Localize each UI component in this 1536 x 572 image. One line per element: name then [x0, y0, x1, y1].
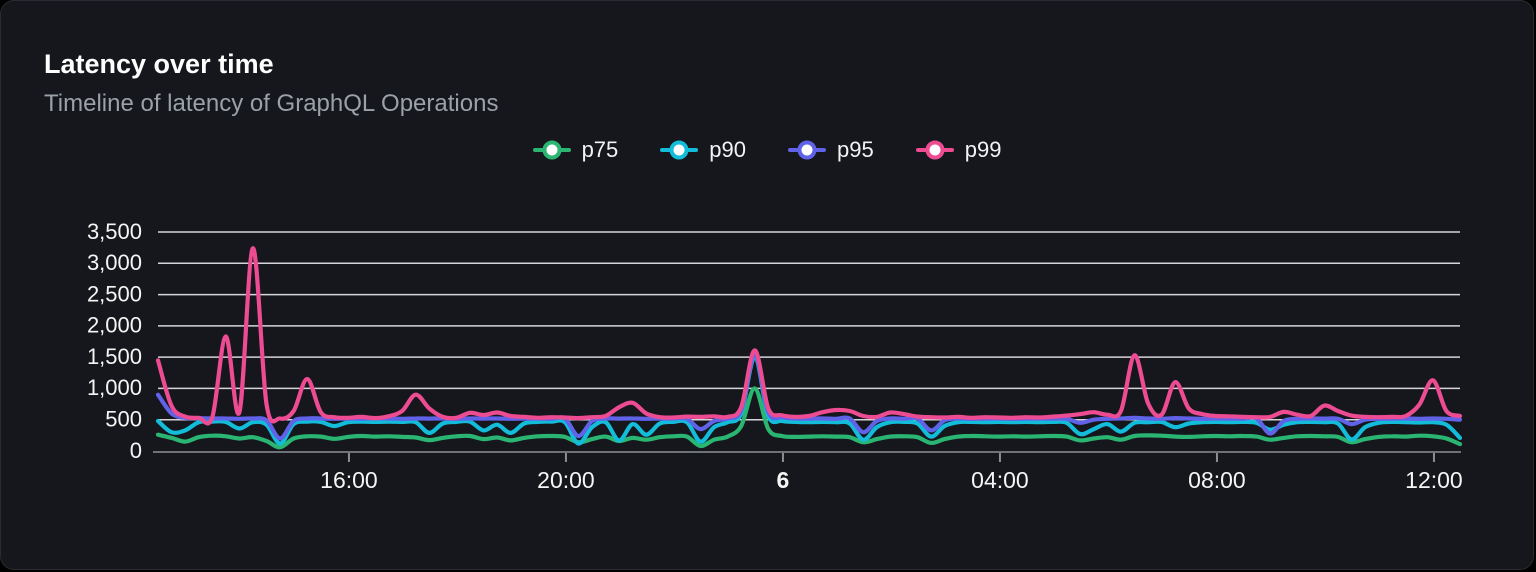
chart-title: Latency over time — [44, 49, 274, 79]
legend-label: p75 — [581, 137, 619, 162]
y-axis-label: 3,000 — [87, 250, 142, 275]
legend-label: p99 — [964, 137, 1002, 162]
chart-subtitle: Timeline of latency of GraphQL Operation… — [44, 90, 499, 118]
legend-item-p99[interactable]: p99 — [915, 137, 1002, 163]
series-line-p90 — [155, 354, 1463, 446]
legend-marker-ring — [669, 140, 689, 160]
x-axis-label: 6 — [777, 467, 790, 493]
legend-marker-icon — [660, 140, 699, 160]
chart-legend: p75 p90 p95 p99 — [1, 137, 1533, 163]
y-axis-label: 2,000 — [87, 313, 142, 338]
x-axis-label: 20:00 — [537, 467, 595, 493]
x-axis-label: 04:00 — [971, 467, 1029, 493]
legend-label: p95 — [837, 137, 874, 162]
card-header: Latency over time Timeline of latency of… — [44, 49, 498, 118]
legend-marker-ring — [925, 140, 945, 160]
legend-item-p90[interactable]: p90 — [660, 137, 746, 163]
legend-marker-icon — [532, 140, 571, 160]
x-axis-label: 12:00 — [1405, 467, 1463, 493]
y-axis-label: 1,000 — [87, 375, 142, 400]
series-line-p75 — [155, 386, 1463, 450]
series-line-p95 — [155, 352, 1463, 441]
x-axis-label: 08:00 — [1188, 467, 1246, 493]
legend-marker-ring — [797, 140, 817, 160]
legend-marker-icon — [915, 140, 954, 160]
y-axis-label: 500 — [105, 407, 142, 432]
series-line-p99 — [155, 246, 1463, 426]
y-axis-label: 1,500 — [87, 344, 142, 369]
legend-item-p95[interactable]: p95 — [788, 137, 874, 163]
legend-item-p75[interactable]: p75 — [532, 137, 619, 163]
legend-marker-icon — [788, 140, 826, 160]
y-axis-label: 0 — [130, 438, 142, 463]
y-axis-label: 3,500 — [87, 219, 142, 244]
legend-marker-ring — [542, 140, 562, 160]
x-axis-label: 16:00 — [320, 467, 378, 493]
y-axis-label: 2,500 — [87, 281, 142, 306]
legend-label: p90 — [709, 137, 746, 162]
